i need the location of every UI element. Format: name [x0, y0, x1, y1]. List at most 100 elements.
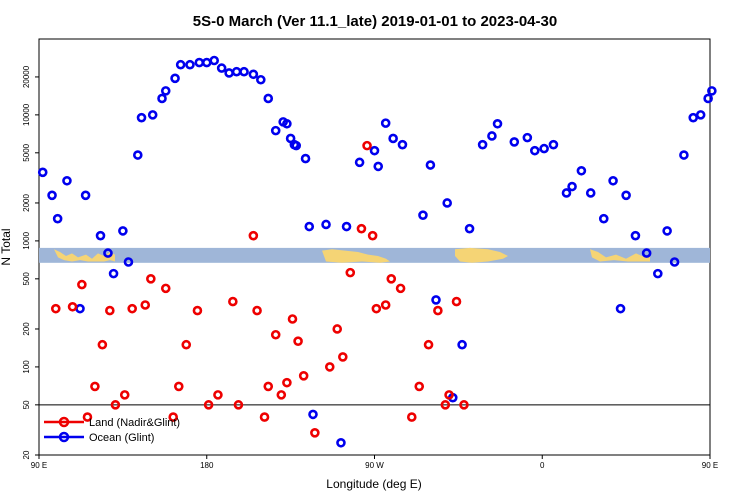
- land-point-0: [50, 303, 61, 314]
- ocean-point-38: [321, 219, 331, 230]
- land-point-3: [82, 412, 93, 422]
- x-tick-label-2: 90 W: [365, 461, 384, 470]
- ocean-point-63: [567, 181, 577, 192]
- map-landmass-asia-repeat: [590, 249, 650, 262]
- ocean-point-19: [194, 57, 205, 68]
- land-point-8: [119, 390, 130, 400]
- land-point-39: [371, 303, 382, 314]
- land-point-47: [440, 400, 451, 410]
- land-point-5: [97, 339, 108, 350]
- ocean-point-17: [175, 59, 186, 70]
- map-landmass-africa: [455, 247, 508, 263]
- land-point-11: [146, 274, 156, 284]
- ocean-point-57: [509, 137, 520, 147]
- ocean-point-79: [707, 86, 717, 96]
- data-points: [37, 55, 717, 448]
- ocean-point-16: [170, 73, 180, 84]
- ocean-point-76: [688, 112, 699, 123]
- ocean-point-41: [354, 157, 365, 168]
- ocean-point-1: [47, 190, 57, 201]
- x-tick-label-0: 90 E: [31, 461, 47, 470]
- ocean-point-21: [209, 55, 220, 66]
- legend-land-label: Land (Nadir&Glint): [89, 417, 180, 429]
- ocean-point-69: [621, 190, 631, 201]
- ocean-point-7: [103, 248, 113, 258]
- ocean-point-22: [216, 63, 227, 73]
- plot-frame: [38, 38, 711, 456]
- land-point-37: [362, 140, 372, 151]
- y-tick-label-0: 20: [22, 450, 31, 459]
- land-point-9: [127, 303, 137, 314]
- ocean-point-70: [630, 230, 641, 241]
- ocean-point-73: [662, 226, 672, 236]
- ocean-point-6: [95, 230, 106, 241]
- land-point-43: [406, 412, 417, 422]
- ocean-point-60: [539, 143, 549, 154]
- ocean-point-29: [270, 125, 281, 136]
- ocean-point-56: [492, 118, 503, 129]
- ocean-point-78: [703, 93, 713, 104]
- ocean-point-52: [457, 339, 467, 350]
- land-point-46: [433, 305, 443, 316]
- land-point-25: [270, 329, 281, 340]
- land-point-10: [140, 300, 151, 310]
- land-point-33: [332, 324, 343, 334]
- land-point-29: [293, 336, 303, 346]
- map-strip: [39, 247, 710, 263]
- land-point-35: [345, 267, 356, 278]
- land-point-41: [386, 274, 397, 284]
- ocean-point-20: [201, 57, 212, 68]
- ocean-point-59: [529, 145, 540, 156]
- ocean-point-45: [388, 133, 398, 144]
- ocean-point-71: [641, 248, 652, 258]
- ocean-point-44: [380, 118, 391, 128]
- ocean-point-18: [185, 59, 195, 70]
- land-point-20: [233, 400, 244, 410]
- land-point-50: [459, 400, 469, 410]
- y-tick-label-1: 50: [22, 400, 31, 409]
- ocean-point-75: [679, 150, 689, 160]
- x-axis-label: Longitude (deg E): [326, 477, 421, 491]
- land-point-38: [367, 230, 378, 241]
- land-point-23: [259, 412, 270, 422]
- ocean-point-42: [369, 145, 380, 156]
- land-point-14: [173, 381, 184, 392]
- ocean-point-48: [425, 160, 436, 170]
- land-point-32: [324, 362, 335, 372]
- ocean-point-37: [308, 409, 318, 420]
- ocean-point-65: [585, 188, 596, 198]
- x-tick-label-1: 180: [200, 461, 214, 470]
- land-point-44: [414, 381, 425, 392]
- ocean-point-36: [304, 221, 315, 232]
- land-point-49: [451, 296, 462, 307]
- ocean-point-58: [522, 132, 533, 143]
- y-tick-label-3: 200: [22, 322, 31, 336]
- ocean-point-55: [487, 131, 497, 141]
- ocean-point-43: [373, 161, 384, 172]
- x-axis: 90 E 180 90 W 0 90 E: [31, 455, 718, 470]
- land-point-27: [282, 377, 292, 388]
- ocean-point-77: [695, 110, 706, 120]
- land-point-48: [444, 390, 454, 400]
- ocean-point-12: [136, 112, 147, 123]
- ocean-point-28: [263, 93, 274, 104]
- y-axis: 20 50 100 200 500 1000 2000 5000 10000 20000: [22, 65, 39, 459]
- land-point-16: [192, 305, 203, 316]
- land-point-18: [213, 390, 223, 400]
- legend-ocean-label: Ocean (Glint): [89, 432, 154, 444]
- map-landmass-asia: [54, 249, 115, 262]
- ocean-point-66: [598, 213, 609, 224]
- x-tick-label-3: 0: [540, 461, 545, 470]
- land-point-21: [248, 230, 259, 241]
- land-point-28: [287, 314, 298, 324]
- legend-ocean-marker: [58, 431, 70, 443]
- x-tick-label-4: 90 E: [702, 461, 718, 470]
- ocean-point-27: [256, 74, 266, 85]
- map-landmass-americas: [322, 249, 390, 263]
- land-point-15: [181, 339, 192, 350]
- land-point-4: [90, 381, 100, 392]
- ocean-point-46: [397, 139, 408, 150]
- ocean-point-4: [75, 303, 85, 314]
- land-point-31: [310, 428, 320, 438]
